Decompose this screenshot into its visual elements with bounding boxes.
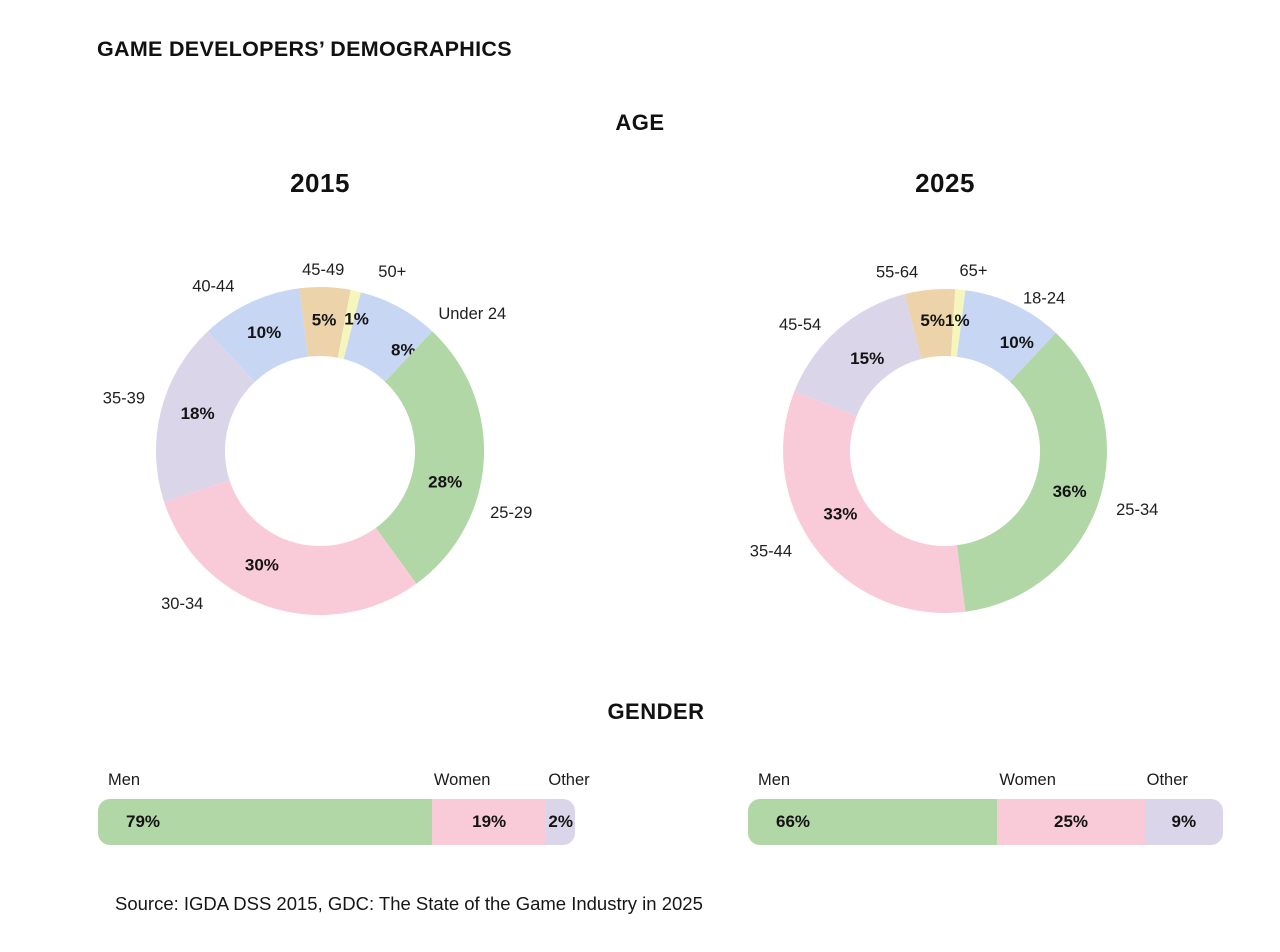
gender-segment-value: 25%	[1053, 812, 1089, 831]
slice-percent-label: 30%	[245, 556, 279, 575]
age-donut-2015: 2015 8% Under 24 28% 25-29 30% 30-34 18% 35-39 1…	[80, 155, 560, 681]
slice-category-label: 18-24	[1023, 289, 1065, 307]
slice-percent-label: 36%	[1053, 482, 1087, 501]
source-note: Source: IGDA DSS 2015, GDC: The State of…	[115, 893, 703, 914]
age-donut-2025: 2025 10% 18-24 36% 25-34 33% 35-44 15% 45-54 5% 5…	[705, 155, 1185, 681]
slice-percent-label: 5%	[312, 311, 337, 330]
chart-title-2025: 2025	[915, 168, 975, 198]
slice-percent-label: 5%	[920, 311, 945, 330]
gender-segment-value: 9%	[1171, 812, 1197, 831]
donut-slice-35-39	[155, 331, 255, 502]
donut-slice-25-29	[375, 331, 485, 584]
slice-category-label: 35-44	[750, 543, 792, 561]
donut-slice-55-64	[904, 288, 956, 359]
donut-slice-25-34	[956, 332, 1107, 612]
donut-chart-2025: 10% 18-24 36% 25-34 33% 35-44 15% 45-54 5% 55-64 1…	[750, 262, 1158, 613]
donut-slice-45-49	[299, 287, 351, 358]
gender-category-label-other: Other	[1146, 771, 1188, 789]
page-title: GAME DEVELOPERS’ DEMOGRAPHICS	[97, 37, 512, 61]
donut-chart-2015: 8% Under 24 28% 25-29 30% 30-34 18% 35-39 10% 40-…	[103, 261, 532, 616]
gender-bar-2025-bar: 66% 25% 9%	[748, 799, 1223, 845]
slice-category-label: 55-64	[876, 263, 918, 281]
gender-segment-other: 2%	[546, 799, 575, 845]
slice-percent-label: 33%	[823, 504, 857, 523]
gender-category-label-men: Men	[108, 771, 141, 789]
gender-category-label-men: Men	[758, 771, 791, 789]
slice-percent-label: 1%	[945, 311, 970, 330]
slice-category-label: 35-39	[103, 390, 145, 408]
gender-bar-2025-labels: Men Women Other	[748, 770, 1223, 799]
donut-slice-40-44	[207, 288, 309, 382]
gender-category-label-women: Women	[433, 771, 491, 789]
age-section-heading: AGE	[615, 110, 665, 135]
slice-percent-label: 15%	[850, 349, 884, 368]
gender-category-label-other: Other	[548, 771, 590, 789]
slice-category-label: Under 24	[438, 305, 506, 323]
slice-category-label: 40-44	[192, 278, 234, 296]
donut-slice-45-54	[794, 294, 922, 416]
donut-slice-65-	[951, 289, 966, 357]
slice-category-label: 25-29	[490, 504, 532, 522]
gender-segment-other: 9%	[1144, 799, 1223, 845]
slice-percent-label: 28%	[428, 473, 462, 492]
gender-segment-men: 79%	[98, 799, 432, 845]
slice-category-label: 25-34	[1116, 501, 1158, 519]
donut-slice-50-	[337, 289, 361, 359]
slice-category-label: 65+	[960, 262, 988, 280]
slice-category-label: 30-34	[161, 595, 203, 613]
slice-category-label: 45-54	[779, 316, 821, 334]
slice-percent-label: 1%	[344, 310, 369, 329]
gender-bar-2025: Men Women Other 66% 25% 9%	[748, 770, 1223, 845]
gender-segment-value: 66%	[776, 812, 811, 831]
slice-category-label: 45-49	[302, 261, 344, 279]
slice-percent-label: 8%	[391, 340, 416, 359]
gender-bar-2015-labels: Men Women Other	[98, 770, 590, 799]
gender-segment-women: 25%	[997, 799, 1145, 845]
slice-percent-label: 10%	[247, 323, 281, 342]
gender-segment-women: 19%	[431, 799, 547, 845]
slice-percent-label: 10%	[1000, 333, 1034, 352]
gender-segment-value: 2%	[548, 812, 573, 831]
gender-category-label-women: Women	[999, 771, 1056, 789]
donut-slice-18-24	[956, 290, 1056, 382]
gender-section-heading: GENDER	[607, 699, 705, 724]
donut-slice-under-24	[343, 292, 433, 382]
gender-bar-2015-bar: 79% 19% 2%	[98, 799, 575, 845]
donut-slice-35-44	[783, 391, 966, 613]
slice-category-label: 50+	[378, 263, 406, 281]
donut-slice-30-34	[164, 480, 417, 616]
gender-segment-men: 66%	[748, 799, 998, 845]
chart-title-2015: 2015	[290, 168, 350, 198]
gender-segment-value: 79%	[126, 812, 161, 831]
gender-bar-2015: Men Women Other 79% 19% 2%	[98, 770, 590, 845]
gender-segment-value: 19%	[472, 812, 507, 831]
slice-percent-label: 18%	[181, 404, 215, 423]
